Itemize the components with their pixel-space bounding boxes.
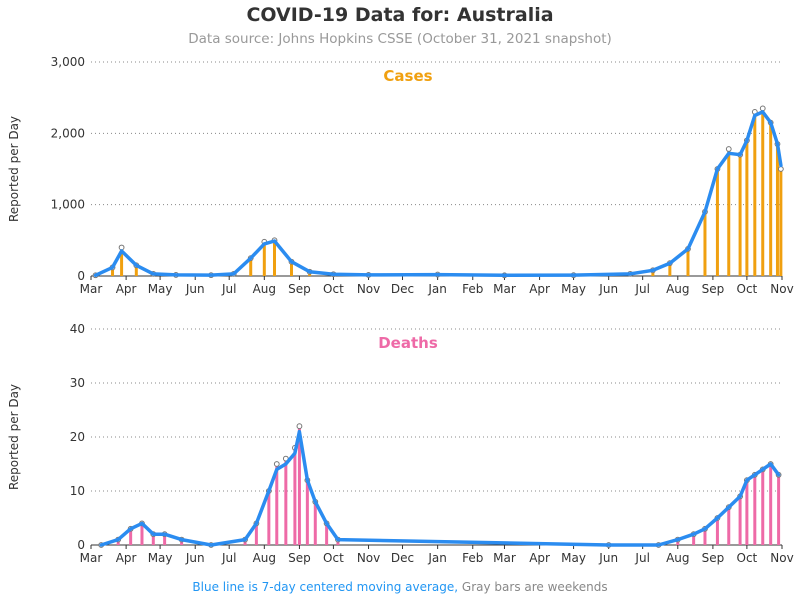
deaths-daily-point: [296, 423, 303, 430]
cases-xtick-label: Feb: [462, 282, 483, 296]
cases-ytick-label: 2,000: [51, 126, 85, 140]
deaths-xtick-label: Nov: [357, 551, 380, 565]
cases-xtick-label: Nov: [770, 282, 793, 296]
cases-daily-point: [118, 244, 125, 251]
deaths-xtick-label: Mar: [80, 551, 103, 565]
deaths-xtick-label: Jul: [221, 551, 236, 565]
deaths-xtick-label: Oct: [737, 551, 758, 565]
deaths-xtick-label: Jan: [427, 551, 447, 565]
deaths-y-axis-label: Reported per Day: [7, 384, 21, 490]
deaths-xtick-label: Nov: [770, 551, 793, 565]
page-subtitle: Data source: Johns Hopkins CSSE (October…: [188, 31, 612, 47]
cases-xtick-label: Nov: [357, 282, 380, 296]
cases-y-axis-label: Reported per Day: [7, 116, 21, 222]
footer-average-note: Blue line is 7-day centered moving avera…: [192, 580, 459, 594]
page-title: COVID-19 Data for: Australia: [246, 4, 554, 26]
cases-xtick-label: Jun: [185, 282, 205, 296]
cases-xtick-label: Apr: [529, 282, 550, 296]
deaths-xtick-label: May: [561, 551, 586, 565]
deaths-xtick-label: Jul: [634, 551, 649, 565]
cases-xtick-label: Sep: [702, 282, 725, 296]
cases-xtick-label: Sep: [288, 282, 311, 296]
deaths-moving-average-line: [99, 429, 781, 547]
deaths-xtick-label: Dec: [391, 551, 414, 565]
deaths-xtick-label: Jun: [185, 551, 205, 565]
cases-daily-point: [777, 166, 784, 172]
cases-xtick-label: Oct: [323, 282, 344, 296]
cases-daily-point: [759, 105, 766, 112]
deaths-xtick-label: Apr: [529, 551, 550, 565]
cases-xtick-label: Aug: [253, 282, 276, 296]
cases-panel: 0 1,000 2,000 3,000 Mar Apr May Jun Jul Aug Sep Oct…: [7, 55, 794, 296]
cases-xtick-label: Mar: [80, 282, 103, 296]
deaths-xtick-label: Oct: [323, 551, 344, 565]
deaths-xtick-label: Feb: [462, 551, 483, 565]
deaths-daily-point: [273, 461, 280, 467]
deaths-ytick-label: 40: [70, 322, 85, 336]
cases-ytick-label: 0: [77, 269, 85, 283]
deaths-ytick-label: 30: [70, 376, 85, 390]
cases-xtick-label: Aug: [666, 282, 689, 296]
cases-xtick-label: May: [148, 282, 173, 296]
deaths-panel: 0 10 20 30 40 Mar Apr May Jun Jul Aug Sep Oct Nov Dec J…: [7, 322, 794, 565]
footer-weekend-note: Gray bars are weekends: [458, 580, 608, 594]
cases-moving-average-line: [93, 110, 783, 278]
footer-note: Blue line is 7-day centered moving avera…: [0, 580, 800, 594]
cases-xtick-label: Jul: [221, 282, 236, 296]
deaths-ytick-label: 20: [70, 430, 85, 444]
cases-xtick-label: Apr: [116, 282, 137, 296]
cases-xtick-label: Mar: [493, 282, 516, 296]
cases-xtick-label: Jun: [598, 282, 618, 296]
deaths-ytick-label: 0: [77, 538, 85, 552]
cases-daily-point: [725, 146, 732, 152]
deaths-xtick-label: Aug: [253, 551, 276, 565]
cases-panel-title: Cases: [383, 67, 432, 85]
deaths-panel-title: Deaths: [378, 334, 438, 352]
cases-xtick-label: Jul: [634, 282, 649, 296]
cases-xtick-label: Dec: [391, 282, 414, 296]
deaths-xtick-label: Sep: [288, 551, 311, 565]
cases-ytick-label: 3,000: [51, 55, 85, 69]
deaths-ytick-label: 10: [70, 484, 85, 498]
cases-xtick-label: Jan: [427, 282, 447, 296]
cases-xtick-label: May: [561, 282, 586, 296]
deaths-xtick-label: Mar: [493, 551, 516, 565]
deaths-xtick-label: May: [148, 551, 173, 565]
deaths-xtick-label: Sep: [702, 551, 725, 565]
cases-xtick-label: Oct: [737, 282, 758, 296]
deaths-xtick-label: Jun: [598, 551, 618, 565]
deaths-xtick-label: Aug: [666, 551, 689, 565]
cases-ytick-label: 1,000: [51, 198, 85, 212]
deaths-xtick-label: Apr: [116, 551, 137, 565]
